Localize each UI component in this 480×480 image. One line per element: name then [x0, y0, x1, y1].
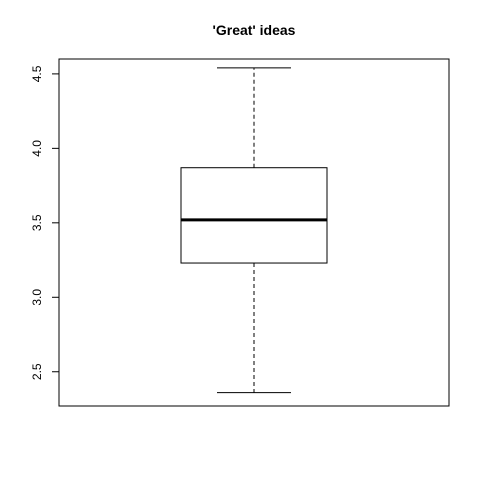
y-tick-label: 4.0 — [30, 140, 44, 157]
box-series — [180, 67, 328, 394]
chart-title: 'Great' ideas — [213, 22, 296, 38]
y-axis: 2.5 3.0 3.5 4.0 4.5 — [30, 65, 60, 380]
y-tick-label: 3.0 — [30, 289, 44, 306]
y-tick-label: 3.5 — [30, 214, 44, 231]
interquartile-box — [180, 167, 328, 264]
y-tick-label: 4.5 — [30, 65, 44, 82]
y-tick-label: 2.5 — [30, 363, 44, 380]
